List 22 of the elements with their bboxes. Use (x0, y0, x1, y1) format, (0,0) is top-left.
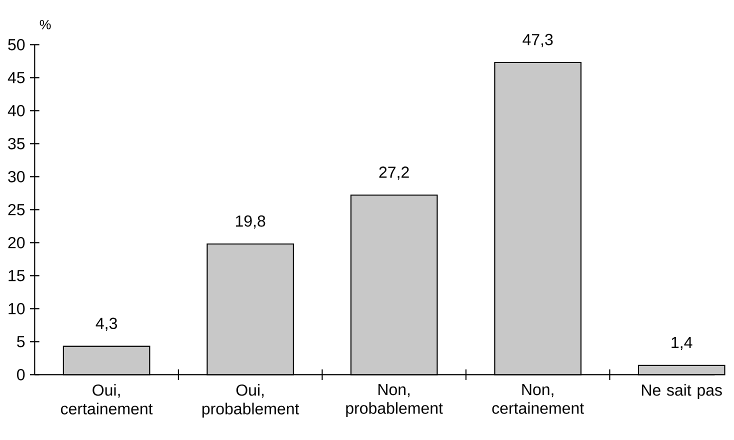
y-tick-label: 50 (8, 39, 25, 50)
x-tick-label: Non, probablement (346, 384, 443, 418)
x-tick-label: Ne sait pas (642, 384, 722, 399)
y-tick-label: 35 (8, 138, 25, 150)
y-tick-label: 30 (8, 171, 25, 182)
y-tick-label: 25 (8, 204, 25, 216)
x-tick-label: Non, certainement (492, 384, 584, 414)
y-tick-label: 15 (8, 270, 25, 282)
data-label: 47,3 (522, 34, 553, 48)
y-tick-label: 5 (17, 336, 25, 348)
y-tick-label: 10 (8, 303, 25, 314)
y-tick-label: 20 (8, 237, 25, 248)
data-label: 4,3 (96, 318, 117, 331)
data-label: 1,4 (672, 337, 692, 350)
x-tick-label: Oui, certainement (60, 384, 153, 414)
y-tick-label: 40 (8, 105, 25, 116)
y-axis-title: % (40, 20, 51, 30)
y-tick-label: 45 (8, 72, 25, 84)
data-label: 27,2 (379, 166, 409, 180)
y-tick-label: 0 (17, 369, 25, 380)
data-label: 19,8 (236, 215, 266, 229)
x-tick-label: Oui, probablement (202, 384, 300, 418)
